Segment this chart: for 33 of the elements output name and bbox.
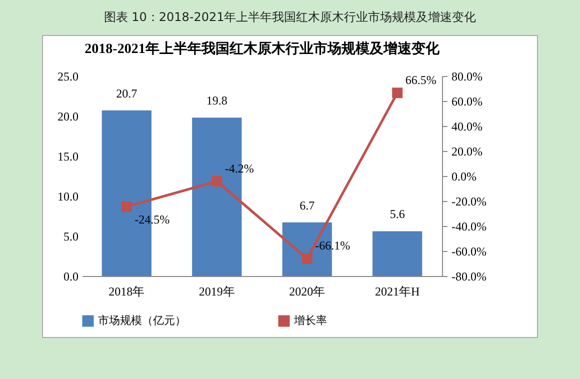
y2-tick-label: 20.0% (452, 144, 482, 158)
y2-tick-label: 80.0% (452, 70, 482, 84)
y2-tick-label: -80.0% (452, 270, 486, 284)
chart-title: 2018-2021年上半年我国红木原木行业市场规模及增速变化 (84, 40, 440, 57)
bar (372, 231, 422, 276)
point (121, 201, 132, 212)
text: 图表 10：2018-2021年上半年我国红木原木行业市场规模及增速变化 (102, 9, 478, 26)
y-tick-label: 20.0 (58, 110, 78, 124)
y-tick-label: 25.0 (58, 70, 78, 84)
data-label: 6.7 (300, 198, 315, 212)
legend-label: 增长率 (293, 314, 327, 327)
point (302, 253, 312, 264)
y2-tick-label: 0.0% (452, 170, 476, 184)
point (212, 176, 222, 186)
data-label: 19.8 (206, 94, 228, 108)
y-tick-label: 15.0 (58, 150, 78, 164)
y2-tick-label: 40.0% (452, 120, 482, 134)
x-tick-label: 2019年 (198, 284, 235, 298)
y2-tick-label: -20.0% (452, 194, 486, 208)
legend-label: 市场规模（亿元） (98, 314, 186, 327)
y2-tick-label: 60.0% (452, 94, 482, 108)
x-tick-label: 2018年 (108, 284, 145, 298)
y-tick-label: 5.0 (64, 230, 78, 244)
data-label: 5.6 (390, 207, 405, 222)
x-tick-label: 2020年 (289, 284, 326, 298)
y2-tick-label: -40.0% (452, 220, 486, 234)
data-label: 20.7 (116, 86, 138, 100)
y-tick-label: 0.0 (64, 270, 78, 284)
data-label: 66.5% (405, 72, 436, 87)
y2-tick-label: -60.0% (452, 244, 486, 258)
x-tick-label: 2021年H (375, 284, 420, 298)
y-tick-label: 10.0 (58, 190, 78, 204)
point (392, 88, 403, 98)
